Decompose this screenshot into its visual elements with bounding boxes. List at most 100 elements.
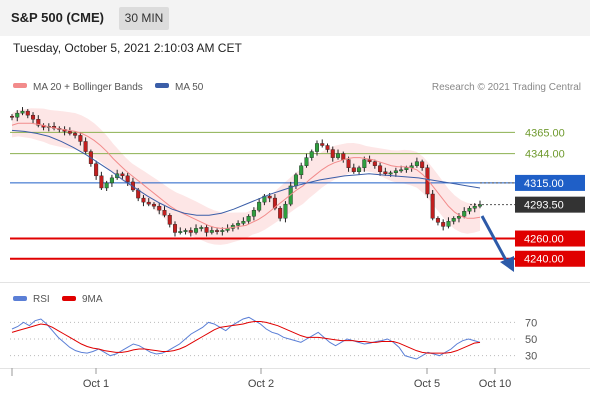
candle-body: [357, 167, 362, 172]
ma20-line: [11, 122, 481, 229]
rsi-ma9-line: [11, 321, 481, 354]
bollinger-band: [12, 108, 480, 245]
candle-body: [236, 223, 241, 226]
candle-body: [325, 145, 330, 150]
level-tag-4315.00: [515, 174, 585, 191]
x-axis-label: Oct 2: [248, 378, 274, 390]
candle-body: [330, 149, 335, 158]
candle-body: [215, 230, 220, 232]
candle-body: [383, 171, 388, 175]
level-label-4260.00: 4260.00: [524, 234, 564, 246]
candle-body: [141, 197, 146, 203]
candle-body: [309, 151, 314, 158]
candle-body: [346, 159, 351, 168]
candle-body: [241, 221, 246, 224]
forecast-arrow-shaft: [480, 215, 510, 265]
candle-body: [109, 177, 114, 184]
candle-body: [188, 230, 193, 233]
candle-body: [104, 182, 109, 189]
forecast-arrow-head: [500, 256, 514, 272]
candle-body: [441, 222, 446, 227]
candle-body: [388, 172, 393, 175]
candle-body: [293, 174, 298, 187]
last-price-tag: [515, 196, 585, 213]
candle-body: [120, 173, 125, 177]
candle-body: [157, 205, 162, 211]
candle-body: [304, 157, 309, 166]
level-tag-4240.00: [515, 250, 585, 267]
candle-body: [278, 207, 283, 219]
rsi-legend-label: RSI: [33, 294, 50, 305]
candle-body: [393, 170, 398, 173]
candle-body: [31, 114, 36, 120]
instrument-title: S&P 500 (CME): [11, 10, 104, 25]
rsi-legend-swatch: [13, 296, 27, 301]
candle-body: [451, 218, 456, 222]
candle-body: [299, 165, 304, 176]
ma50-legend-swatch: [155, 83, 169, 88]
candle-body: [67, 131, 72, 134]
candle-body: [267, 195, 272, 199]
candle-body: [372, 161, 377, 166]
ma20-legend-label: MA 20 + Bollinger Bands: [33, 82, 143, 93]
candle-body: [425, 167, 430, 195]
rsi-tick-label: 50: [525, 334, 537, 346]
rsi-tick-label: 30: [525, 351, 537, 363]
copyright-text: Research © 2021 Trading Central: [432, 82, 581, 93]
level-label-4315.00: 4315.00: [524, 178, 564, 190]
level-label-4365.00: 4365.00: [525, 127, 565, 139]
candle-body: [336, 153, 341, 158]
rsi-line: [11, 316, 481, 360]
ma50-line: [11, 129, 481, 216]
candle-body: [146, 201, 151, 205]
candle-body: [435, 218, 440, 223]
candle-body: [73, 133, 78, 136]
panel-divider: [0, 368, 590, 369]
candle-body: [9, 115, 14, 118]
candle-body: [404, 167, 409, 170]
candle-body: [194, 228, 199, 233]
chart-datetime: Tuesday, October 5, 2021 2:10:03 AM CET: [13, 41, 242, 55]
candle-body: [167, 215, 172, 225]
candle-body: [178, 231, 183, 233]
candle-body: [20, 110, 25, 114]
candle-body: [36, 119, 41, 126]
candle-body: [25, 110, 30, 116]
last-price-label: 4293.50: [524, 200, 564, 212]
candle-body: [341, 153, 346, 160]
candle-body: [456, 216, 461, 219]
candle-body: [246, 216, 251, 222]
ma50-legend-label: MA 50: [175, 82, 204, 93]
candle-body: [420, 161, 425, 168]
candle-body: [446, 221, 451, 227]
candle-body: [478, 204, 483, 207]
rsi-tick-label: 70: [525, 317, 537, 329]
level-label-4240.00: 4240.00: [524, 254, 564, 266]
panel-divider: [0, 282, 590, 283]
ma9-legend-swatch: [62, 296, 76, 301]
candle-body: [467, 207, 472, 212]
candle-body: [257, 201, 262, 211]
candle-body: [351, 167, 356, 172]
timeframe-button[interactable]: 30 MIN: [119, 7, 169, 30]
candle-body: [399, 169, 404, 172]
x-axis-label: Oct 1: [83, 378, 109, 390]
candle-body: [367, 159, 372, 162]
ma9-legend-label: 9MA: [82, 294, 103, 305]
x-axis-label: Oct 5: [414, 378, 440, 390]
candle-body: [209, 230, 214, 233]
candle-body: [78, 135, 83, 142]
chart-header-bar: [0, 0, 590, 36]
candle-body: [15, 112, 20, 118]
candle-body: [320, 143, 325, 146]
level-label-4344.00: 4344.00: [525, 149, 565, 161]
candle-body: [162, 210, 167, 216]
candle-body: [94, 163, 99, 177]
candle-body: [462, 211, 467, 217]
candle-body: [362, 159, 367, 168]
candle-body: [272, 197, 277, 209]
candle-body: [199, 227, 204, 229]
candle-body: [378, 165, 383, 172]
x-axis-label: Oct 10: [479, 378, 511, 390]
candle-body: [99, 175, 104, 189]
